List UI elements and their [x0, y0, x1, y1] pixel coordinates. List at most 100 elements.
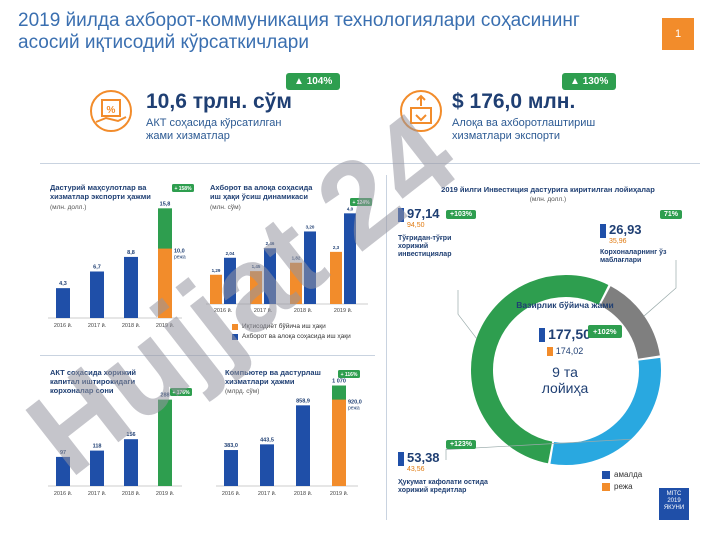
bar-economy-3 [330, 251, 342, 304]
bar-value-label-1: 443,5 [260, 437, 274, 443]
bar-2 [124, 439, 138, 486]
invest-center: Вазирлик бўйича жами 177,50 174,02 9 та … [500, 300, 630, 396]
invest-own-block: 26,93 35,96 Корхоналарнинг ўз маблағлари [600, 222, 680, 265]
row-divider [40, 355, 375, 356]
chart2-legend-label-economy: Иқтисодиёт бўйича иш ҳақи [242, 323, 326, 330]
bar-0 [56, 288, 70, 318]
chart2-legend-item-ict: Ахборот ва алоқа соҳасида иш ҳақи [232, 333, 351, 340]
invest-title: 2019 йилги Инвестиция дастурига киритилг… [441, 185, 655, 194]
donut-segment-0 [471, 275, 609, 464]
legend-swatch-blue [602, 470, 610, 479]
x-tick-label-0: 2016 й. [222, 490, 241, 497]
bar-economy-1 [250, 271, 262, 304]
plan-value-label: 10,0 [174, 249, 185, 255]
growth-badge [350, 198, 372, 206]
bar-3 [158, 399, 172, 486]
mitc-logo-line1: MITC [666, 491, 682, 497]
invest-unit: (млн. долл.) [529, 196, 567, 203]
invest-legend-actual: амалда [602, 470, 642, 479]
bar-2 [124, 256, 138, 318]
bar-value-label-1: 6,7 [93, 264, 101, 270]
svg-text:%: % [107, 105, 116, 116]
legend-swatch-orange [602, 482, 610, 491]
x-tick-label-2: 2018 й. [122, 490, 141, 497]
fact-marker [600, 223, 606, 238]
invest-credit-growth: +123% [446, 440, 476, 449]
invest-donut-chart [445, 260, 677, 465]
kpi-services-value: 10,6 трлн. сўм [146, 90, 292, 113]
leader-line-credit [445, 438, 632, 460]
invest-fdi-plan: 94,50 [407, 222, 478, 229]
invest-credit-block: 53,38 43,56 Ҳукумат кафолати остида хори… [398, 450, 508, 495]
x-tick-label-1: 2017 й. [258, 490, 277, 497]
bar-ict-2 [304, 231, 316, 304]
chart2-wages: 1,29 2,04 2016 й. 1,45 2,46 2017 й. 1,82 3,20 20… [206, 198, 372, 314]
invest-own-plan: 35,96 [609, 238, 680, 245]
bar-2 [296, 405, 310, 486]
legend-swatch-orange [232, 323, 238, 330]
bar-value-label-0: 383,0 [224, 443, 238, 449]
bar-value-label-3: 288 [160, 393, 169, 399]
growth-badge-label: + 176% [172, 390, 190, 396]
chart3-title: АКТ соҳасида хорижий капитал иштирокидаг… [50, 368, 137, 395]
invest-center-plan-value: 174,02 [555, 346, 584, 357]
chart1-unit: (млн. долл.) [50, 204, 87, 211]
bar-1 [90, 271, 104, 318]
kpi-services-label: АКТ соҳасида кўрсатилган жами хизматлар [146, 117, 282, 143]
invest-credit-fact: 53,38 [398, 450, 508, 466]
fact-marker [539, 328, 546, 343]
page-title-line2: асосий иқтисодий кўрсаткичлари [18, 32, 309, 53]
page-number-badge: 1 [662, 18, 694, 50]
chart3-foreign-enterprises: 97 2016 й. 118 2017 й. 156 2018 й. 288 2019 й. +… [48, 388, 192, 497]
kpi-services-growth-badge: ▲ 104% [286, 73, 341, 90]
invest-own-fact-value: 26,93 [609, 222, 642, 237]
growth-badge-label: + 158% [174, 186, 192, 192]
x-tick-label-0: 2016 й. [214, 307, 233, 314]
x-tick-label-2: 2018 й. [294, 490, 313, 497]
invest-legend-plan-label: режа [614, 482, 633, 491]
leader-line-own [643, 260, 677, 317]
plan-caption: режа [348, 406, 360, 412]
x-tick-label-0: 2016 й. [54, 490, 73, 497]
growth-badge [338, 370, 360, 378]
bar-0 [224, 450, 238, 486]
chart4-computer-services: 383,0 2016 й. 443,5 2017 й. 858,9 2018 й. 920,… [216, 370, 362, 497]
donut-segment-2 [550, 357, 661, 465]
donut-segment-1 [599, 286, 660, 360]
kpi-export-growth: 130% [582, 76, 609, 87]
x-tick-label-2: 2018 й. [122, 322, 141, 329]
invest-own-plan-value: 35,96 [609, 237, 627, 245]
bar-value-label-3: 1 070 [332, 379, 346, 385]
invest-credit-plan-value: 43,56 [407, 465, 425, 473]
growth-badge [172, 184, 194, 192]
x-tick-label-3: 2019 й. [334, 307, 353, 314]
invest-center-projects: 9 та лойиҳа [541, 364, 589, 397]
legend-swatch-blue [232, 333, 238, 340]
growth-badge [170, 388, 192, 396]
chart2-title: Ахборот ва алоқа соҳасида иш ҳақи ўсиш д… [210, 183, 313, 201]
growth-badge-label: + 124% [352, 200, 370, 206]
export-box-icon [400, 90, 442, 132]
x-tick-label-3: 2019 й. [330, 490, 349, 497]
kpi-export-label: Алоқа ва ахборотлаштириш хизматлари эксп… [452, 117, 595, 143]
kpi-export-value: $ 176,0 млн. [452, 90, 576, 113]
chart4-title: Компьютер ва дастурлаш хизматлари ҳажми [225, 368, 321, 386]
x-tick-label-1: 2017 й. [88, 490, 107, 497]
economy-value-label-1: 1,45 [252, 264, 261, 269]
invest-fdi-block: 97,14 94,50 Тўғридан-тўғри хорижий инвес… [398, 206, 478, 259]
plan-marker [546, 347, 553, 357]
bar-value-label-1: 118 [93, 444, 102, 450]
percent-hand-icon: % [90, 90, 132, 132]
bar-economy-2 [290, 262, 302, 304]
economy-value-label-0: 1,29 [212, 268, 221, 273]
bar-1 [90, 450, 104, 486]
bar-0 [56, 456, 70, 486]
chart2-legend: Иқтисодиёт бўйича иш ҳақи Ахборот ва ало… [232, 323, 351, 340]
invest-legend-plan: режа [602, 482, 642, 491]
invest-credit-fact-value: 53,38 [407, 450, 440, 465]
ict-value-label-0: 2,04 [226, 251, 235, 256]
kpi-services-label-line2: жами хизматлар [146, 130, 230, 142]
x-tick-label-0: 2016 й. [54, 322, 73, 329]
kpi-export-label-line2: хизматлари экспорти [452, 130, 560, 142]
